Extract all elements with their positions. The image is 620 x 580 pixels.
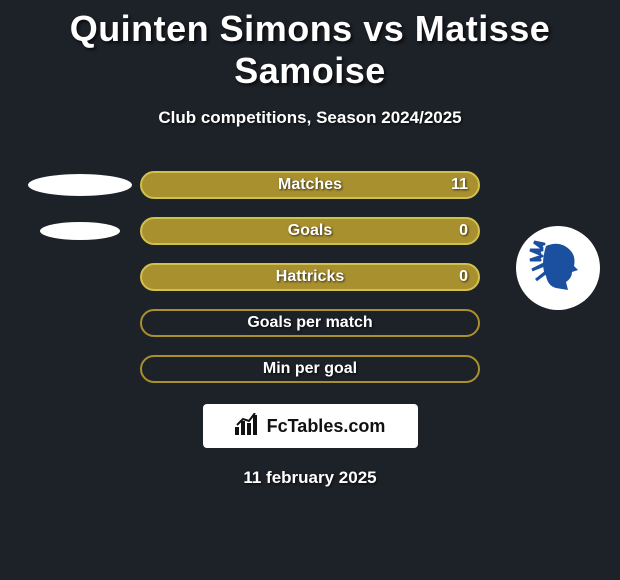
stat-bar-value: 0 — [459, 222, 468, 240]
left-decor-slot — [20, 222, 140, 240]
stat-bar-value: 11 — [451, 176, 468, 194]
stat-bar-label: Goals per match — [247, 314, 372, 332]
stat-bar: Goals per match — [140, 309, 480, 337]
stat-bar-label: Hattricks — [276, 268, 344, 286]
chart-bars-icon — [235, 413, 261, 440]
stat-bar: Min per goal — [140, 355, 480, 383]
stat-row: Goals per match — [0, 300, 620, 346]
page-subtitle: Club competitions, Season 2024/2025 — [0, 108, 620, 128]
stat-row: Min per goal — [0, 346, 620, 392]
date-label: 11 february 2025 — [0, 468, 620, 488]
stat-row: Matches 11 — [0, 162, 620, 208]
stat-bar-value: 0 — [459, 268, 468, 286]
ellipse-icon — [28, 174, 132, 196]
bar-slot: Goals per match — [140, 309, 480, 337]
stat-bar: Matches 11 — [140, 171, 480, 199]
native-head-icon — [526, 236, 590, 300]
stat-bar: Goals 0 — [140, 217, 480, 245]
bar-slot: Min per goal — [140, 355, 480, 383]
stat-bar-label: Goals — [288, 222, 332, 240]
source-logo: FcTables.com — [203, 404, 418, 448]
bar-slot: Goals 0 — [140, 217, 480, 245]
stat-bar: Hattricks 0 — [140, 263, 480, 291]
ellipse-icon — [40, 222, 120, 240]
bar-slot: Hattricks 0 — [140, 263, 480, 291]
stat-bar-label: Min per goal — [263, 360, 357, 378]
source-logo-text: FcTables.com — [267, 416, 386, 437]
club-badge — [516, 226, 600, 310]
page-title: Quinten Simons vs Matisse Samoise — [0, 0, 620, 92]
bar-slot: Matches 11 — [140, 171, 480, 199]
stat-bar-label: Matches — [278, 176, 342, 194]
left-decor-slot — [20, 174, 140, 196]
